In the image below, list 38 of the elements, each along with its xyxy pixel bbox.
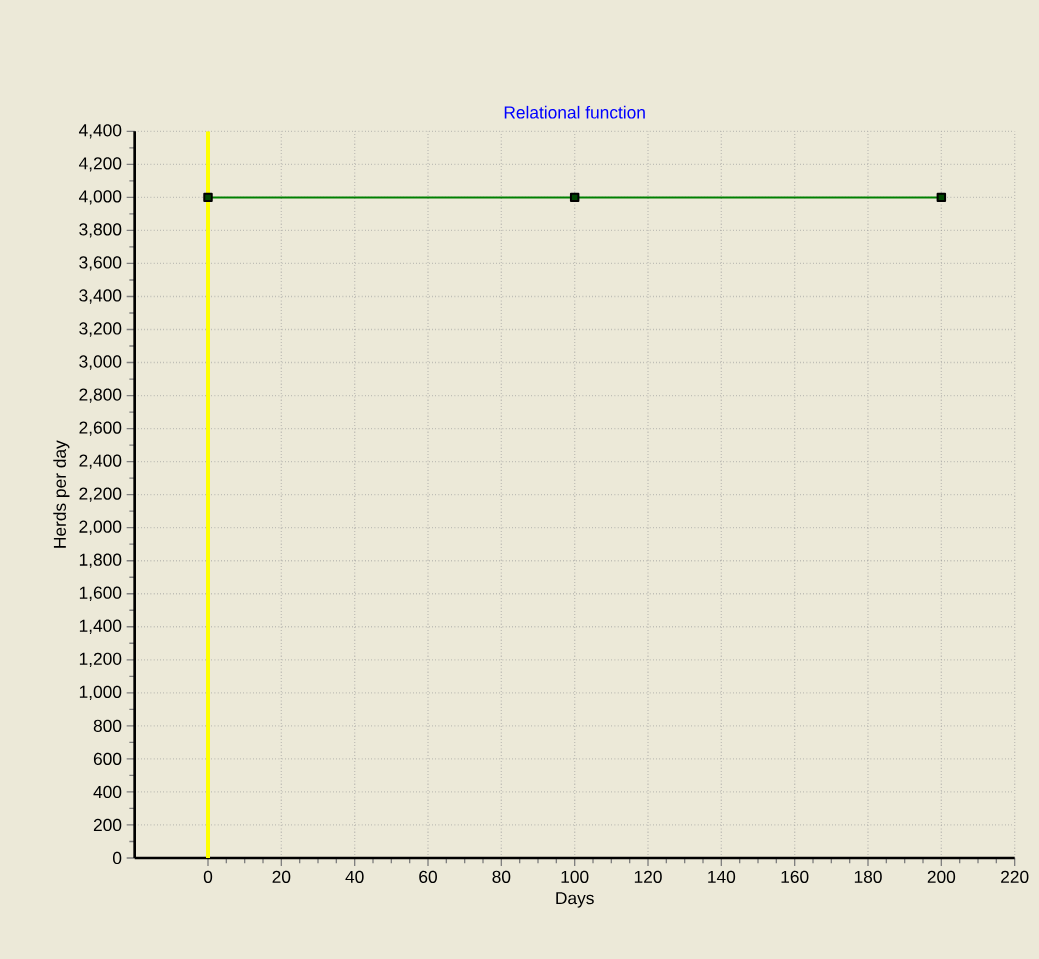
y-tick-label: 1,400 [79,619,122,634]
x-tick-label: 80 [492,870,511,883]
x-axis-title: Days [556,892,594,908]
y-tick-label: 1,800 [79,553,122,568]
y-tick-label: 2,200 [79,487,122,502]
y-tick-label: 3,600 [79,256,122,271]
chart-title: Relational function [504,105,645,119]
x-tick-label: 200 [927,870,956,883]
x-tick-label: 140 [708,870,736,883]
x-tick-label: 180 [854,870,882,883]
x-tick-label: 120 [634,870,662,883]
y-tick-label: 800 [93,719,122,732]
y-tick-label: 3,400 [79,289,122,304]
y-tick-label: 0 [112,851,122,865]
x-tick-label: 60 [419,870,437,883]
x-tick-label: 0 [203,870,213,883]
y-tick-label: 4,000 [78,190,122,205]
y-tick-label: 1,600 [79,586,122,601]
y-tick-label: 400 [93,785,122,799]
x-tick-label: 40 [345,870,364,883]
y-tick-label: 1,000 [79,685,122,700]
y-tick-label: 2,000 [79,520,122,535]
y-tick-label: 200 [93,818,122,832]
y-tick-label: 2,600 [79,421,122,436]
x-tick-label: 220 [1001,870,1029,883]
y-tick-label: 4,200 [78,157,122,172]
x-tick-label: 20 [272,870,291,883]
x-tick-label: 160 [781,870,809,883]
y-axis-title: Herds per day [53,440,70,548]
y-tick-label: 4,400 [78,124,122,139]
y-tick-label: 2,400 [79,454,122,469]
y-tick-label: 1,200 [79,652,122,667]
y-tick-label: 3,800 [79,223,122,238]
y-tick-label: 3,200 [79,322,122,337]
y-tick-label: 600 [93,752,122,766]
y-tick-label: 3,000 [79,355,122,370]
x-tick-label: 100 [561,870,589,883]
y-tick-label: 2,800 [79,388,122,403]
